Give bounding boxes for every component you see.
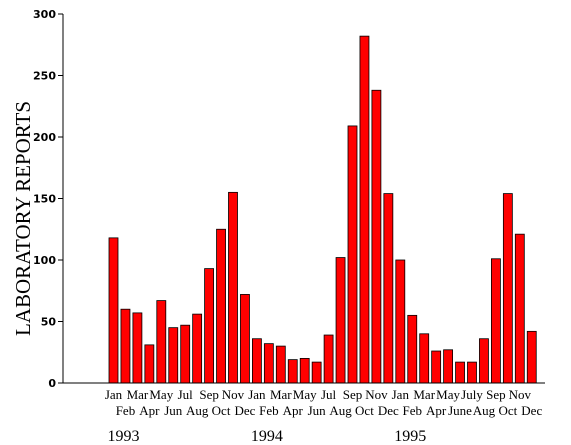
x-tick-label: July [461,387,483,402]
bar [228,191,238,384]
x-tick-label: Feb [116,403,136,418]
bar [455,361,465,384]
x-tick-label: Feb [259,403,279,418]
bar [240,294,250,384]
x-tick-label: Sep [486,387,506,402]
bar [371,89,382,384]
bar [443,349,454,384]
bar [431,350,442,384]
x-tick-label: Jan [248,387,266,402]
x-tick-label: Aug [329,403,352,418]
year-label: 1994 [251,428,283,445]
bar [299,357,310,384]
x-tick-label: June [448,403,472,418]
bar [204,268,215,384]
x-tick-label: Jan [392,387,410,402]
y-ticks-group: 0 50 100 150 200 250 300 [33,8,63,390]
bar [180,324,191,384]
bar [514,233,525,384]
bar [490,258,501,384]
x-tick-label: Dec [378,403,399,418]
y-tick-label: 50 [41,316,57,329]
x-tick-label: Mar [127,387,149,402]
bar [407,314,418,384]
y-tick-label: 200 [33,131,56,144]
bar [251,338,262,384]
bar [132,312,143,384]
x-tick-label: Apr [283,403,304,418]
bar [311,361,322,384]
bar [287,359,298,384]
bar [156,300,167,384]
y-tick-label: 300 [33,8,56,21]
bar [395,259,406,384]
x-tick-label: Nov [222,387,245,402]
bar [526,330,537,384]
x-tick-label: Dec [521,403,542,418]
bar [263,343,274,384]
x-ticks-group: JanFebMarAprMayJunJulAugSepOctNovDecJanF… [105,387,543,418]
bar [335,257,346,384]
y-tick-label: 100 [33,254,56,267]
bar [323,334,334,384]
y-tick-label: 250 [33,70,56,83]
x-tick-label: Oct [355,403,374,418]
x-tick-label: Mar [413,387,435,402]
x-tick-label: Sep [199,387,219,402]
x-tick-label: Aug [186,403,209,418]
y-tick-label: 150 [33,193,56,206]
x-tick-label: Oct [212,403,231,418]
x-tick-label: Apr [139,403,160,418]
x-tick-label: May [293,387,317,402]
bar [347,125,358,384]
x-tick-label: Feb [403,403,423,418]
x-tick-label: Sep [343,387,363,402]
x-tick-label: Jun [308,403,327,418]
y-tick-label: 0 [48,377,56,390]
bar [359,35,370,384]
year-labels-group: 1993 1994 1995 [108,428,427,445]
bar [120,308,131,384]
year-label: 1993 [108,428,140,445]
x-tick-label: Apr [426,403,447,418]
x-tick-label: Jun [164,403,183,418]
x-tick-label: Nov [365,387,388,402]
x-tick-label: May [149,387,173,402]
bars-group [108,35,537,384]
x-tick-label: Jul [178,387,194,402]
bar [144,344,155,384]
x-tick-label: Mar [270,387,292,402]
bar [479,338,489,384]
x-tick-label: Dec [234,403,255,418]
x-tick-label: Jan [105,387,123,402]
x-tick-label: Oct [498,403,517,418]
x-tick-label: Aug [473,403,496,418]
y-axis-label: LABORATORY REPORTS [11,101,35,336]
bar [419,333,430,384]
bar [216,228,226,384]
bar [383,193,394,384]
bar [168,327,179,384]
bar [275,345,286,384]
bar [467,361,477,384]
bar [502,193,513,384]
bar [192,313,203,384]
x-tick-label: Jul [321,387,337,402]
bar [108,237,119,384]
year-label: 1995 [394,428,426,445]
x-tick-label: Nov [509,387,532,402]
x-tick-label: May [436,387,460,402]
